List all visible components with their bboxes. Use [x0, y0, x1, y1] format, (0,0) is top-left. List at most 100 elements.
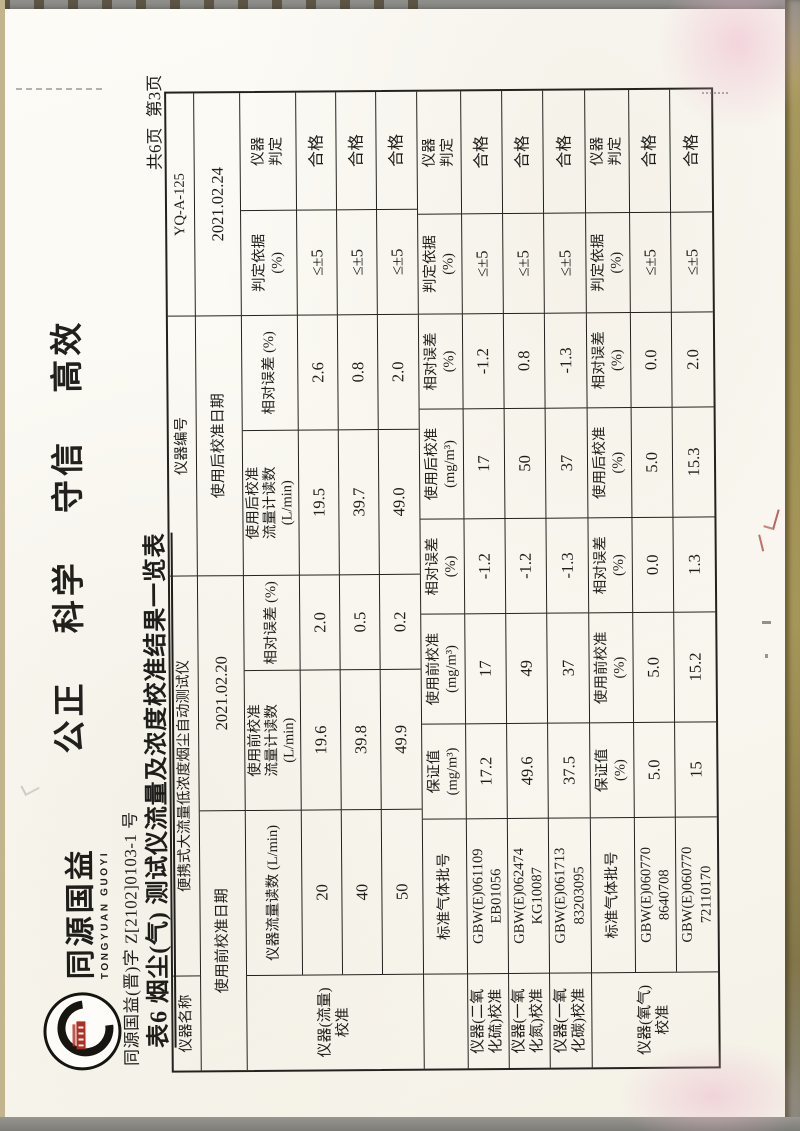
table-cell: 5.0 [633, 611, 676, 723]
table-cell: 15.3 [672, 406, 715, 517]
table-cell: ≤±5 [462, 213, 504, 314]
gas-section: 标准气体批号 保证值 (mg/m³) 使用前校准 (mg/m³) 相对误差 (%… [416, 90, 592, 1069]
pencil-dashes [702, 92, 728, 94]
paper-sheet: 同源国益 TONGYUAN GUOYI 公正 科学 守信 高效 同源国益(晋)字… [5, 9, 785, 1117]
column-header: 仪器 判定 [240, 92, 298, 211]
table-cell: 49.9 [380, 668, 422, 809]
column-header: 仪器 判定 [585, 90, 631, 213]
table-cell: 15.2 [674, 611, 717, 722]
gas-batch-no: GBW(E)061713 83203095 [548, 817, 592, 973]
table-cell: 0.5 [339, 574, 381, 670]
table-cell: ≤±5 [297, 209, 338, 315]
header-precal-date: 使用前校准日期 [199, 810, 248, 1071]
table-cell: 50 [381, 808, 424, 974]
table-cell: ≤±5 [630, 211, 672, 313]
company-wordmark: 同源国益 TONGYUAN GUOYI [64, 847, 112, 980]
column-header: 使用前校准 (mg/m³) [421, 613, 467, 724]
rotated-content: 同源国益 TONGYUAN GUOYI 公正 科学 守信 高效 同源国益(晋)字… [0, 13, 775, 1099]
column-header: 仪器 判定 [417, 91, 463, 214]
table-cell: 2.0 [299, 574, 341, 670]
table-cell: ≤±5 [503, 212, 545, 314]
table-cell: 19.5 [298, 429, 340, 575]
company-motto: 公正 科学 守信 高效 [49, 318, 90, 754]
table-cell: ≤±5 [544, 212, 586, 313]
table-cell: 50 [504, 407, 547, 519]
column-header: 使用前校准 流量计读数 (L/min) [244, 669, 302, 811]
instrument-name-value: 便携式大流量低浓度烟尘自动测试仪 [169, 575, 202, 976]
table-cell: 37 [547, 612, 590, 723]
row-label-co: 仪器(一氧 化碳)校准 [550, 972, 592, 1068]
column-header: 仪器流量读数 (L/min) [245, 809, 304, 976]
table-cell: -1.3 [544, 312, 587, 408]
table-cell: 20 [301, 809, 344, 975]
column-header: 判定依据 (%) [586, 212, 631, 313]
table-cell: ≤±5 [671, 211, 713, 312]
table-cell: 37 [545, 407, 588, 518]
table-cell: -1.3 [546, 517, 589, 613]
table-cell: 39.8 [340, 668, 382, 810]
table-cell: -1.2 [505, 517, 548, 614]
table-cell: 1.3 [673, 516, 716, 612]
pencil-dash-mark [762, 621, 771, 624]
table-cell: 0.0 [630, 311, 673, 408]
status-cell: 合格 [461, 91, 504, 214]
column-header: 标准气体批号 [422, 818, 469, 974]
column-header: 使用前校准 (%) [589, 612, 635, 723]
company-name-en: TONGYUAN GUOYI [99, 850, 112, 980]
column-header: 判定依据 (%) [418, 213, 463, 314]
gas-batch-no: GBW(E)060770 72110170 [675, 816, 719, 972]
header-instrument-no: 仪器编号 [167, 315, 198, 576]
instrument-no-value: YQ-A-125 [166, 93, 196, 316]
table-cell: 39.7 [338, 429, 380, 575]
table-cell: 37.5 [548, 722, 590, 818]
status-cell: 合格 [554, 134, 574, 169]
table-cell: 15 [675, 721, 717, 817]
column-header: 相对误差 (%) [241, 314, 299, 431]
oxygen-section: 仪器(氧气) 校准 标准气体批号 保证值 (%) 使用前校准 (%) 相对误差 … [584, 89, 719, 1068]
table-cell: -1.2 [462, 313, 505, 409]
column-header: 使用后校准 (mg/m³) [419, 408, 465, 519]
table-cell: 17 [465, 613, 508, 724]
flow-section: 仪器名称 便携式大流量低浓度烟尘自动测试仪 仪器编号 YQ-A-125 使用前校… [166, 92, 424, 1071]
column-header: 标准气体批号 [590, 817, 637, 973]
table-cell: 5.0 [634, 721, 676, 818]
table-cell: 0.2 [379, 573, 421, 669]
status-cell: 合格 [629, 89, 672, 213]
table-cell: 2.6 [297, 314, 339, 430]
table-cell: 0.8 [337, 314, 379, 430]
column-header: 判定依据 (%) [241, 209, 298, 316]
table-cell: ≤±5 [377, 208, 418, 315]
postcal-date-value: 2021.02.24 [194, 93, 242, 316]
column-header: 相对误差 (%) [588, 517, 634, 613]
table-cell: 0.0 [632, 516, 675, 613]
pencil-dot-mark [765, 654, 768, 658]
status-cell: 合格 [386, 133, 406, 167]
table-cell: 49 [506, 612, 549, 724]
gas-batch-no: GBW(E)062474 KG10087 [507, 817, 551, 973]
letterhead: 同源国益 TONGYUAN GUOYI [42, 847, 125, 1071]
column-header: 相对误差 (%) [420, 518, 466, 614]
table-cell: 49.6 [507, 722, 549, 819]
table-cell: 2.0 [671, 311, 714, 407]
scan-edge-bottom [0, 1117, 800, 1131]
company-logo-icon [43, 989, 125, 1071]
table-cell: 17 [463, 408, 506, 519]
logo-red-seal-icon [76, 1021, 86, 1050]
scan-edge-top [0, 0, 786, 9]
status-cell: 合格 [681, 133, 701, 168]
table-cell: 17.2 [466, 723, 508, 819]
status-cell: 合格 [336, 92, 378, 210]
calibration-table: 仪器名称 便携式大流量低浓度烟尘自动测试仪 仪器编号 YQ-A-125 使用前校… [164, 87, 721, 1073]
scan-edge-left [0, 0, 5, 1131]
table-cell: 0.8 [503, 312, 546, 409]
header-postcal-date: 使用后校准日期 [195, 315, 244, 576]
gas-batch-no: GBW(E)061109 EB01056 [466, 818, 510, 974]
row-label-so2: 仪器(二氧 化硫)校准 [468, 972, 510, 1069]
column-header: 使用后校准 (%) [587, 407, 633, 518]
company-name-cn: 同源国益 [64, 847, 99, 980]
column-header: 保证值 (mg/m³) [422, 723, 467, 819]
table-cell: 19.6 [300, 669, 342, 810]
table-cell: ≤±5 [337, 209, 378, 315]
table-cell: 49.0 [378, 428, 420, 575]
